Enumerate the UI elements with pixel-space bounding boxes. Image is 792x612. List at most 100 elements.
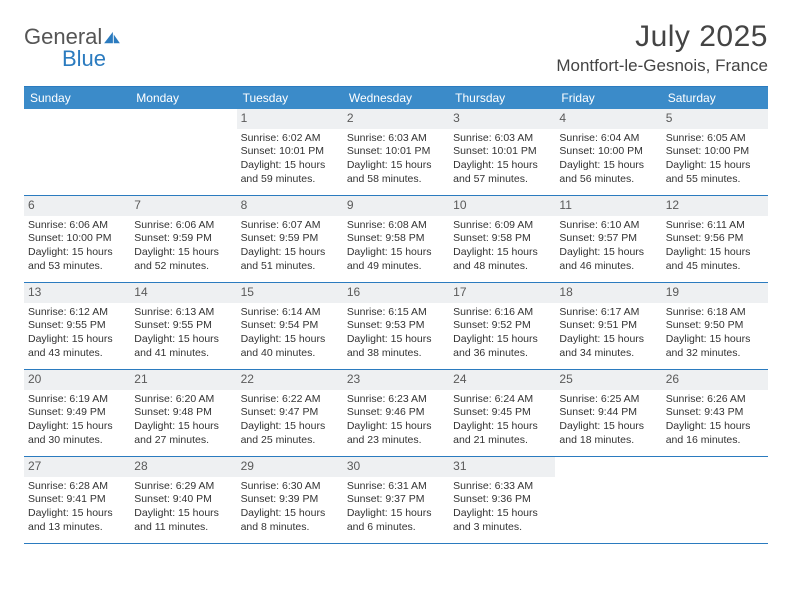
daylight-text: Daylight: 15 hours and 13 minutes.	[28, 507, 126, 534]
day-number: 2	[343, 109, 449, 129]
week-row: 20Sunrise: 6:19 AMSunset: 9:49 PMDayligh…	[24, 370, 768, 457]
day-cell: 11Sunrise: 6:10 AMSunset: 9:57 PMDayligh…	[555, 196, 661, 282]
day-cell: .	[555, 457, 661, 543]
day-header: Wednesday	[343, 87, 449, 109]
sunrise-text: Sunrise: 6:02 AM	[241, 132, 339, 146]
day-cell: 14Sunrise: 6:13 AMSunset: 9:55 PMDayligh…	[130, 283, 236, 369]
sunset-text: Sunset: 9:49 PM	[28, 406, 126, 420]
sunset-text: Sunset: 9:39 PM	[241, 493, 339, 507]
sunrise-text: Sunrise: 6:33 AM	[453, 480, 551, 494]
day-cell: 17 Sunrise: 6:16 AMSunset: 9:52 PMDayligh…	[449, 283, 555, 369]
location: Montfort-le-Gesnois, France	[556, 56, 768, 76]
week-row: ..1Sunrise: 6:02 AMSunset: 10:01 PMDayli…	[24, 109, 768, 196]
day-number: 4	[555, 109, 661, 129]
sunset-text: Sunset: 10:00 PM	[666, 145, 764, 159]
day-header: Saturday	[662, 87, 768, 109]
sunset-text: Sunset: 9:58 PM	[453, 232, 551, 246]
day-number: 27	[24, 457, 130, 477]
daylight-text: Daylight: 15 hours and 27 minutes.	[134, 420, 232, 447]
daylight-text: Daylight: 15 hours and 55 minutes.	[666, 159, 764, 186]
daylight-text: Daylight: 15 hours and 51 minutes.	[241, 246, 339, 273]
daylight-text: Daylight: 15 hours and 25 minutes.	[241, 420, 339, 447]
day-cell: 19Sunrise: 6:18 AMSunset: 9:50 PMDayligh…	[662, 283, 768, 369]
day-number: 1	[237, 109, 343, 129]
week-row: 6Sunrise: 6:06 AMSunset: 10:00 PMDayligh…	[24, 196, 768, 283]
sunrise-text: Sunrise: 6:30 AM	[241, 480, 339, 494]
sunset-text: Sunset: 9:58 PM	[347, 232, 445, 246]
day-number: 17	[449, 283, 555, 303]
month-title: July 2025	[556, 20, 768, 54]
day-cell: 18Sunrise: 6:17 AMSunset: 9:51 PMDayligh…	[555, 283, 661, 369]
sunset-text: Sunset: 9:59 PM	[241, 232, 339, 246]
daylight-text: Daylight: 15 hours and 58 minutes.	[347, 159, 445, 186]
week-row: 27Sunrise: 6:28 AMSunset: 9:41 PMDayligh…	[24, 457, 768, 544]
sunrise-text: Sunrise: 6:11 AM	[666, 219, 764, 233]
day-header: Monday	[130, 87, 236, 109]
day-cell: 5Sunrise: 6:05 AMSunset: 10:00 PMDayligh…	[662, 109, 768, 195]
sunset-text: Sunset: 9:50 PM	[666, 319, 764, 333]
sunset-text: Sunset: 10:00 PM	[28, 232, 126, 246]
sunset-text: Sunset: 9:45 PM	[453, 406, 551, 420]
day-cell: 28Sunrise: 6:29 AMSunset: 9:40 PMDayligh…	[130, 457, 236, 543]
day-cell: 8Sunrise: 6:07 AMSunset: 9:59 PMDaylight…	[237, 196, 343, 282]
sunset-text: Sunset: 9:54 PM	[241, 319, 339, 333]
sunset-text: Sunset: 9:53 PM	[347, 319, 445, 333]
day-cell: .	[662, 457, 768, 543]
day-number: 5	[662, 109, 768, 129]
sunset-text: Sunset: 9:43 PM	[666, 406, 764, 420]
day-cell: 9 Sunrise: 6:08 AMSunset: 9:58 PMDaylight…	[343, 196, 449, 282]
day-cell: .	[130, 109, 236, 195]
day-cell: 29Sunrise: 6:30 AMSunset: 9:39 PMDayligh…	[237, 457, 343, 543]
daylight-text: Daylight: 15 hours and 46 minutes.	[559, 246, 657, 273]
daylight-text: Daylight: 15 hours and 49 minutes.	[347, 246, 445, 273]
sunrise-text: Sunrise: 6:16 AM	[453, 306, 551, 320]
daylight-text: Daylight: 15 hours and 48 minutes.	[453, 246, 551, 273]
day-cell: .	[24, 109, 130, 195]
day-cell: 1Sunrise: 6:02 AMSunset: 10:01 PMDayligh…	[237, 109, 343, 195]
day-cell: 12Sunrise: 6:11 AMSunset: 9:56 PMDayligh…	[662, 196, 768, 282]
daylight-text: Daylight: 15 hours and 56 minutes.	[559, 159, 657, 186]
daylight-text: Daylight: 15 hours and 53 minutes.	[28, 246, 126, 273]
day-number: 9	[343, 196, 449, 216]
daylight-text: Daylight: 15 hours and 18 minutes.	[559, 420, 657, 447]
sunset-text: Sunset: 10:01 PM	[241, 145, 339, 159]
sunrise-text: Sunrise: 6:20 AM	[134, 393, 232, 407]
daylight-text: Daylight: 15 hours and 45 minutes.	[666, 246, 764, 273]
sunrise-text: Sunrise: 6:31 AM	[347, 480, 445, 494]
daylight-text: Daylight: 15 hours and 32 minutes.	[666, 333, 764, 360]
week-row: 13Sunrise: 6:12 AMSunset: 9:55 PMDayligh…	[24, 283, 768, 370]
day-cell: 25Sunrise: 6:25 AMSunset: 9:44 PMDayligh…	[555, 370, 661, 456]
sunset-text: Sunset: 9:59 PM	[134, 232, 232, 246]
day-cell: 22Sunrise: 6:22 AMSunset: 9:47 PMDayligh…	[237, 370, 343, 456]
sunset-text: Sunset: 10:00 PM	[559, 145, 657, 159]
sunrise-text: Sunrise: 6:10 AM	[559, 219, 657, 233]
sunrise-text: Sunrise: 6:08 AM	[347, 219, 445, 233]
sail-icon	[103, 31, 121, 45]
day-cell: 24Sunrise: 6:24 AMSunset: 9:45 PMDayligh…	[449, 370, 555, 456]
day-number: 19	[662, 283, 768, 303]
sunrise-text: Sunrise: 6:03 AM	[453, 132, 551, 146]
day-cell: 4 Sunrise: 6:04 AMSunset: 10:00 PMDayligh…	[555, 109, 661, 195]
sunrise-text: Sunrise: 6:06 AM	[134, 219, 232, 233]
day-number: 28	[130, 457, 236, 477]
daylight-text: Daylight: 15 hours and 36 minutes.	[453, 333, 551, 360]
daylight-text: Daylight: 15 hours and 23 minutes.	[347, 420, 445, 447]
sunrise-text: Sunrise: 6:03 AM	[347, 132, 445, 146]
day-cell: 10Sunrise: 6:09 AMSunset: 9:58 PMDayligh…	[449, 196, 555, 282]
logo-text-2: Blue	[62, 46, 106, 71]
day-number: 6	[24, 196, 130, 216]
sunrise-text: Sunrise: 6:07 AM	[241, 219, 339, 233]
daylight-text: Daylight: 15 hours and 57 minutes.	[453, 159, 551, 186]
sunrise-text: Sunrise: 6:04 AM	[559, 132, 657, 146]
sunrise-text: Sunrise: 6:19 AM	[28, 393, 126, 407]
day-number: 13	[24, 283, 130, 303]
day-cell: 15Sunrise: 6:14 AMSunset: 9:54 PMDayligh…	[237, 283, 343, 369]
sunset-text: Sunset: 9:52 PM	[453, 319, 551, 333]
calendar: SundayMondayTuesdayWednesdayThursdayFrid…	[24, 86, 768, 544]
day-number: 15	[237, 283, 343, 303]
day-cell: 20Sunrise: 6:19 AMSunset: 9:49 PMDayligh…	[24, 370, 130, 456]
sunrise-text: Sunrise: 6:22 AM	[241, 393, 339, 407]
sunset-text: Sunset: 9:57 PM	[559, 232, 657, 246]
sunrise-text: Sunrise: 6:25 AM	[559, 393, 657, 407]
day-number: 26	[662, 370, 768, 390]
